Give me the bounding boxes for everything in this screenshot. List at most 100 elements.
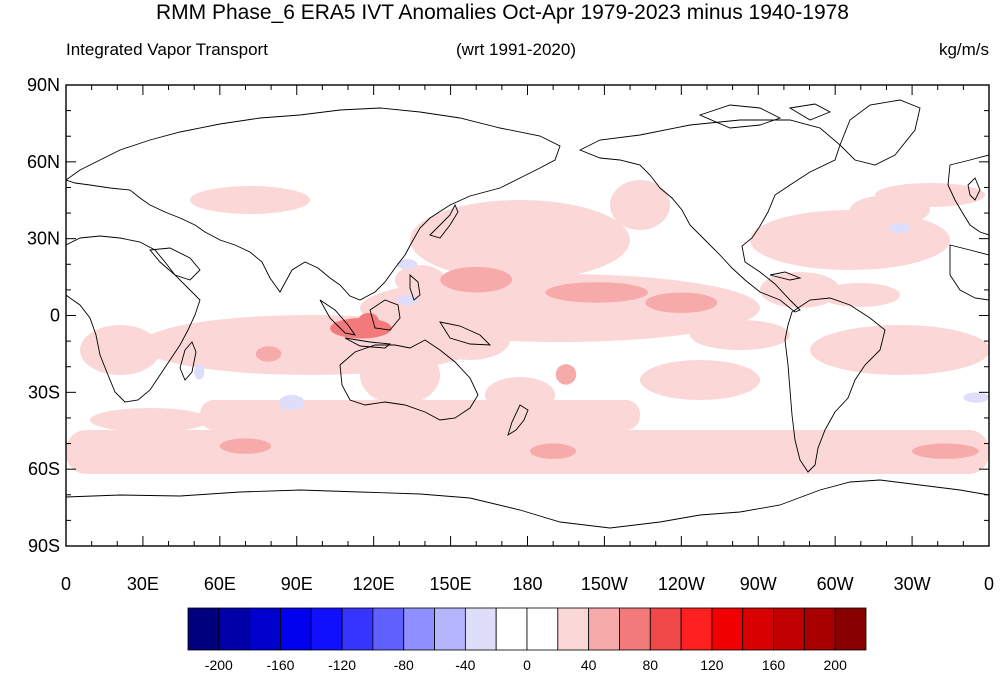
lat-tick-label: 90N bbox=[27, 75, 60, 95]
lon-tick-label: 30W bbox=[894, 574, 931, 594]
colorbar-label: -160 bbox=[266, 657, 294, 673]
coastline-japan bbox=[429, 203, 459, 239]
positive-anomaly-1 bbox=[545, 282, 649, 303]
lat-tick-label: 0 bbox=[50, 306, 60, 326]
australia-band bbox=[360, 345, 440, 405]
colorbar-label: 200 bbox=[824, 657, 848, 673]
coastline-africa bbox=[66, 235, 201, 403]
colorbar-swatch bbox=[310, 607, 343, 651]
colorbar-swatch bbox=[557, 607, 590, 651]
colorbar-label: -200 bbox=[205, 657, 233, 673]
longitude-labels: 0 30E 60E 90E 120E 150E 180 150W 120W 90W 60W 30W 0 bbox=[61, 574, 994, 594]
colorbar-label: 160 bbox=[762, 657, 786, 673]
anomaly-field bbox=[66, 180, 989, 474]
coastline-british-isles bbox=[967, 177, 981, 201]
east-pacific-band bbox=[690, 320, 790, 350]
lon-tick-label: 30E bbox=[127, 574, 159, 594]
negative-anomaly-0 bbox=[396, 259, 418, 270]
philippine-band bbox=[395, 265, 445, 295]
positive-anomaly-9 bbox=[219, 438, 272, 454]
negative-anomaly-2 bbox=[278, 394, 305, 411]
coastline-arabia bbox=[149, 247, 201, 281]
lon-tick-label: 0 bbox=[984, 574, 994, 594]
atlantic-tropics-band bbox=[820, 283, 900, 307]
africa-band bbox=[80, 325, 160, 375]
colorbar-swatch bbox=[619, 607, 651, 651]
coastline-europe-west bbox=[947, 154, 989, 236]
coastline-java bbox=[344, 337, 392, 349]
colorbar-label: 120 bbox=[700, 657, 724, 673]
reference-period-label: (wrt 1991-2020) bbox=[456, 40, 577, 59]
south-indian-band bbox=[200, 400, 640, 430]
coastline-eurasia bbox=[66, 107, 561, 301]
latitude-labels: 90N 60N 30N 0 30S 60S 90S bbox=[27, 75, 60, 556]
positive-anomaly-6 bbox=[555, 364, 577, 385]
lon-tick-label: 150W bbox=[581, 574, 628, 594]
coastlines bbox=[66, 99, 989, 529]
lon-tick-label: 0 bbox=[61, 574, 71, 594]
coastline-greenland bbox=[839, 99, 921, 166]
colorbar-swatch bbox=[680, 607, 713, 651]
maritime-band bbox=[430, 320, 510, 360]
asia-band bbox=[190, 186, 310, 214]
lat-tick-label: 60S bbox=[28, 459, 60, 479]
north-pacific-band bbox=[410, 200, 630, 280]
colorbar-swatch bbox=[803, 607, 836, 651]
coastline-philippines bbox=[409, 274, 421, 301]
lat-tick-label: 30S bbox=[28, 382, 60, 402]
units-label: kg/m/s bbox=[938, 40, 989, 59]
lat-tick-label: 30N bbox=[27, 229, 60, 249]
coastline-new-guinea bbox=[439, 321, 492, 346]
colorbar-swatch bbox=[495, 607, 528, 651]
coastline-south-america bbox=[784, 297, 886, 473]
colorbar-swatch bbox=[434, 607, 466, 651]
colorbar-swatch bbox=[218, 607, 251, 651]
lat-tick-label: 60N bbox=[27, 152, 60, 172]
colorbar-swatch bbox=[403, 607, 435, 651]
lon-tick-label: 150E bbox=[430, 574, 472, 594]
colorbar-label: -80 bbox=[394, 657, 414, 673]
colorbar-swatch bbox=[187, 607, 220, 651]
coastline-antarctica bbox=[66, 479, 989, 529]
coastline-borneo bbox=[369, 299, 401, 331]
colorbar-labels: -200 -160 -120 -80 -40 0 40 80 120 160 200 bbox=[205, 657, 847, 673]
positive-anomaly-8 bbox=[912, 443, 979, 459]
coastline-madagascar bbox=[179, 341, 197, 381]
variable-label: Integrated Vapor Transport bbox=[66, 40, 268, 59]
colorbar-swatch bbox=[711, 607, 744, 651]
coastline-arctic-islands bbox=[698, 103, 832, 129]
colorbar bbox=[187, 607, 867, 651]
coastline-new-zealand bbox=[507, 404, 529, 437]
lon-tick-label: 60E bbox=[204, 574, 236, 594]
coastline-cuba bbox=[769, 271, 802, 281]
positive-anomaly-2 bbox=[645, 292, 718, 313]
lon-tick-label: 180 bbox=[512, 574, 542, 594]
south-pacific-band bbox=[640, 360, 760, 400]
colorbar-swatch bbox=[249, 607, 281, 651]
negative-anomaly-3 bbox=[889, 223, 910, 234]
lon-tick-label: 120E bbox=[353, 574, 395, 594]
positive-anomaly-7 bbox=[530, 443, 577, 459]
axis-ticks bbox=[65, 84, 990, 547]
colorbar-swatch bbox=[341, 607, 374, 651]
colorbar-label: 0 bbox=[523, 657, 531, 673]
colorbar-swatch bbox=[588, 607, 620, 651]
tasman-band bbox=[485, 377, 555, 413]
positive-anomaly-5 bbox=[255, 346, 282, 362]
colorbar-swatch bbox=[280, 607, 312, 651]
colorbar-label: 40 bbox=[581, 657, 597, 673]
negative-anomaly-1 bbox=[396, 295, 418, 306]
coastline-africa-east bbox=[949, 244, 989, 301]
lon-tick-label: 60W bbox=[817, 574, 854, 594]
negative-anomaly-4 bbox=[194, 364, 205, 380]
positive-anomaly-4 bbox=[358, 312, 379, 329]
negative-anomaly-5 bbox=[963, 392, 989, 403]
coastline-australia bbox=[339, 339, 479, 421]
south-africa-band bbox=[90, 408, 210, 432]
colorbar-swatch bbox=[464, 607, 497, 651]
lon-tick-label: 90E bbox=[281, 574, 313, 594]
colorbar-swatch bbox=[372, 607, 405, 651]
lat-tick-label: 90S bbox=[28, 536, 60, 556]
south-atlantic-band bbox=[810, 325, 989, 375]
